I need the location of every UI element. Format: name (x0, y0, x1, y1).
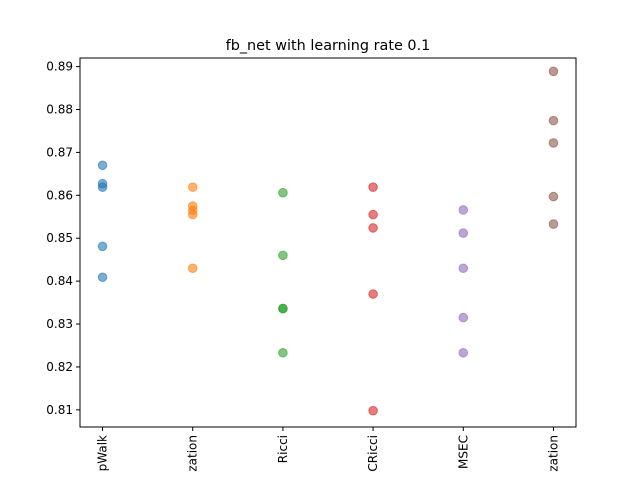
data-point (458, 205, 469, 215)
data-point (368, 289, 378, 299)
data-point (97, 272, 108, 283)
y-tick-label: 0.83 (46, 317, 73, 331)
y-tick-label: 0.82 (46, 360, 73, 374)
data-point (368, 223, 378, 233)
x-axis: pWalk zation Ricci CRicci MSEC zation (96, 427, 560, 472)
data-point (548, 219, 559, 229)
data-point (368, 209, 378, 220)
data-point (278, 250, 288, 261)
y-tick-label: 0.87 (46, 145, 73, 159)
data-point (458, 228, 469, 238)
y-tick-label: 0.84 (46, 274, 73, 288)
x-tick-label: pWalk (96, 435, 110, 471)
y-tick-label: 0.81 (46, 403, 73, 417)
data-point (368, 405, 378, 416)
data-point (458, 312, 469, 323)
y-tick-label: 0.89 (46, 60, 73, 74)
x-tick-label: zation (186, 435, 200, 472)
x-tick-label: Ricci (276, 435, 290, 463)
y-tick-label: 0.86 (46, 188, 73, 202)
data-point (458, 263, 469, 274)
x-tick-label: MSEC (456, 435, 470, 469)
data-point (548, 191, 559, 202)
data-points (97, 66, 559, 416)
data-point (97, 160, 108, 171)
data-point (278, 347, 288, 358)
chart-title: fb_net with learning rate 0.1 (226, 38, 431, 54)
data-point (187, 263, 198, 274)
data-point (458, 347, 469, 358)
data-point (548, 66, 559, 77)
data-point (187, 182, 198, 192)
data-point (278, 303, 288, 314)
data-point (548, 115, 559, 126)
data-point (278, 187, 288, 198)
data-point (97, 241, 108, 252)
x-tick-label: CRicci (366, 435, 380, 472)
data-point (97, 182, 108, 192)
data-point (548, 138, 559, 148)
y-tick-label: 0.88 (46, 102, 73, 116)
x-tick-label: zation (546, 435, 560, 472)
data-point (368, 182, 378, 192)
y-axis: 0.81 0.82 0.83 0.84 0.85 0.86 0.87 0.88 0.89 (46, 60, 80, 417)
plot-frame (79, 57, 577, 428)
data-point (187, 209, 198, 220)
y-tick-label: 0.85 (46, 231, 73, 245)
